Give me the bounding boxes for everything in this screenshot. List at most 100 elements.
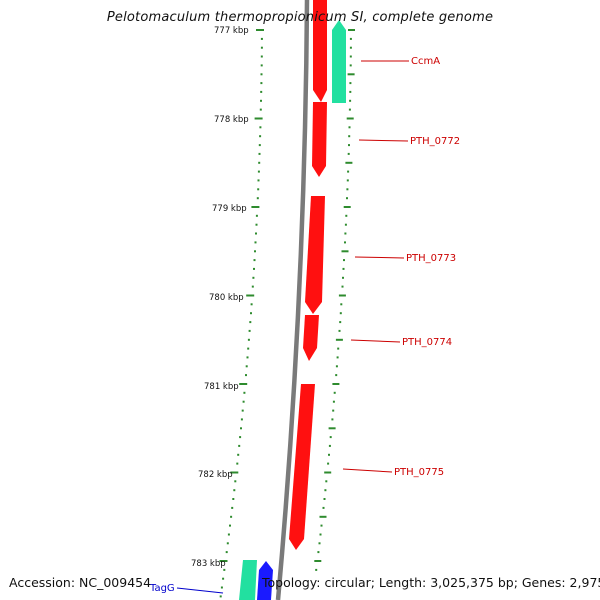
feature-track-tick: [333, 391, 336, 394]
genome-summary-text: Topology: circular; Length: 3,025,375 bp…: [262, 575, 600, 590]
scale-label-782: 782 kbp: [198, 470, 233, 480]
gene-arrow-tagg[interactable]: [257, 561, 273, 600]
scale-minor-tick: [246, 356, 249, 359]
scale-major-tick: [219, 560, 228, 562]
scale-minor-tick: [225, 551, 228, 554]
gene-label-pth-0775[interactable]: PTH_0775: [394, 467, 444, 478]
gene-arrow-pth-0774[interactable]: [303, 315, 319, 361]
scale-minor-tick: [260, 82, 263, 85]
scale-minor-tick: [253, 259, 256, 262]
feature-track-tick: [341, 285, 344, 288]
scale-minor-tick: [230, 515, 233, 518]
scale-minor-tick: [232, 498, 235, 500]
scale-minor-tick: [259, 135, 262, 138]
pth-0775-leader: [342, 468, 393, 473]
scale-minor-tick: [260, 90, 263, 93]
feature-track-tick: [347, 73, 355, 76]
pth-0772-leader: [358, 139, 409, 142]
scale-minor-tick: [257, 179, 260, 182]
gene-arrow-pth-0773[interactable]: [305, 196, 325, 314]
scale-minor-tick: [260, 37, 263, 40]
scale-minor-tick: [231, 506, 234, 509]
scale-minor-tick: [255, 214, 258, 217]
feature-track-tick: [317, 551, 320, 554]
feature-track-tick: [327, 462, 330, 465]
genome-backbone: [275, 0, 310, 600]
scale-minor-tick: [253, 267, 255, 270]
gene-arrow-unnamed-teal[interactable]: [239, 560, 257, 600]
scale-minor-tick: [241, 409, 244, 412]
scale-minor-tick: [254, 241, 257, 244]
scale-label-780: 780 kbp: [209, 293, 244, 303]
scale-minor-tick: [223, 568, 226, 571]
feature-track-tick: [340, 303, 343, 306]
feature-track-tick: [319, 533, 322, 536]
feature-track-tick: [319, 515, 327, 518]
feature-track-tick: [343, 259, 345, 262]
feature-track-tick: [328, 444, 331, 447]
scale-major-tick: [246, 294, 255, 297]
gene-label-pth-0774[interactable]: PTH_0774: [402, 337, 452, 348]
scale-minor-tick: [259, 108, 262, 111]
feature-track-tick: [318, 542, 321, 545]
feature-track-tick: [320, 524, 323, 527]
scale-label-779: 779 kbp: [212, 204, 247, 214]
scale-minor-tick: [256, 197, 259, 200]
feature-track-tick: [349, 82, 352, 85]
scale-minor-tick: [260, 73, 263, 76]
scale-minor-tick: [236, 462, 239, 465]
feature-track-tick: [344, 223, 347, 226]
scale-label-778: 778 kbp: [214, 115, 249, 125]
tagg-leader: [176, 587, 224, 594]
scale-minor-tick: [227, 533, 230, 536]
feature-track-tick: [349, 99, 352, 102]
scale-minor-tick: [238, 444, 241, 447]
scale-minor-tick: [255, 223, 258, 226]
feature-track-tick: [349, 90, 352, 93]
scale-minor-tick: [248, 329, 251, 332]
feature-track-tick: [348, 29, 355, 31]
scale-minor-tick: [239, 436, 242, 439]
scale-major-tick: [251, 206, 260, 208]
feature-track-tick: [328, 453, 330, 456]
scale-minor-tick: [260, 46, 263, 49]
feature-track-tick: [335, 374, 338, 377]
scale-major-tick: [239, 383, 248, 385]
scale-label-783: 783 kbp: [191, 559, 226, 569]
gene-arrow-ccma[interactable]: [332, 20, 346, 103]
gene-label-pth-0773[interactable]: PTH_0773: [406, 253, 456, 264]
feature-track-tick: [315, 568, 318, 571]
scale-minor-tick: [258, 144, 261, 147]
accession-text: Accession: NC_009454: [9, 575, 152, 590]
scale-label-777: 777 kbp: [214, 26, 249, 36]
feature-track-tick: [343, 206, 351, 208]
scale-minor-tick: [260, 64, 263, 67]
feature-track-tick: [338, 329, 341, 332]
gene-arrow-pth-0775[interactable]: [289, 384, 315, 550]
feature-track-tick: [346, 179, 349, 182]
gene-label-pth-0772[interactable]: PTH_0772: [410, 136, 460, 147]
feature-track-tick: [322, 506, 325, 509]
scale-minor-tick: [247, 338, 250, 341]
feature-track-tick: [348, 108, 351, 111]
scale-minor-tick: [258, 152, 261, 155]
gene-arrow-pth-0771[interactable]: [313, 0, 327, 102]
gene-label-tagg[interactable]: TagG: [149, 583, 175, 594]
feature-ticks: [314, 29, 355, 571]
feature-track-tick: [324, 471, 332, 474]
scale-major-tick: [256, 29, 264, 31]
scale-minor-tick: [240, 418, 243, 421]
scale-minor-tick: [234, 480, 237, 483]
scale-minor-tick: [260, 99, 262, 102]
gene-arrow-pth-0772[interactable]: [312, 102, 327, 177]
scale-minor-tick: [247, 347, 250, 350]
feature-track-tick: [349, 64, 352, 67]
feature-track-tick: [342, 267, 345, 270]
feature-track-tick: [337, 347, 340, 350]
gene-label-ccma[interactable]: CcmA: [411, 56, 440, 67]
feature-track-tick: [348, 144, 350, 147]
scale-minor-tick: [259, 126, 262, 129]
feature-track-tick: [347, 170, 350, 173]
scale-minor-tick: [222, 577, 225, 580]
